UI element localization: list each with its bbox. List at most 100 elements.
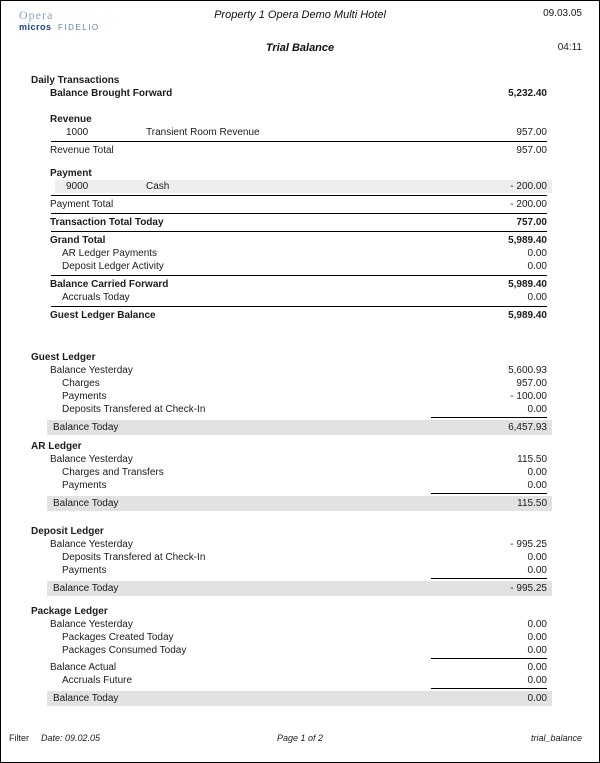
report-row: Revenue Total 957.00 bbox=[31, 144, 552, 157]
divider-line-partial bbox=[431, 688, 547, 689]
report-footer: Filter Date: 09.02.05 Page 1 of 2 trial_… bbox=[1, 733, 599, 746]
divider-line bbox=[51, 306, 547, 307]
amount: 0.00 bbox=[527, 693, 547, 704]
report-row: Deposits Transfered at Check-In 0.00 bbox=[31, 551, 552, 564]
report-row: Balance Today 115.50 bbox=[47, 496, 552, 511]
divider-line-partial bbox=[431, 417, 547, 418]
report-row: Balance Yesterday - 995.25 bbox=[31, 538, 552, 551]
opera-micros-fidelio-logo: Opera micros FIDELIO bbox=[19, 8, 100, 33]
row-label: Payment Total bbox=[50, 199, 114, 210]
report-row: Balance Carried Forward 5,989.40 bbox=[31, 278, 552, 291]
report-row: Packages Created Today 0.00 bbox=[31, 631, 552, 644]
row-label: Balance Today bbox=[53, 583, 119, 594]
report-row: Accruals Today 0.00 bbox=[31, 291, 552, 304]
amount: 115.50 bbox=[517, 454, 547, 465]
row-label: Revenue Total bbox=[50, 145, 114, 156]
amount: 957.00 bbox=[516, 145, 547, 156]
section-label: Daily Transactions bbox=[31, 75, 120, 86]
row-label: Payment bbox=[50, 168, 92, 179]
divider-line bbox=[51, 275, 547, 276]
report-date: 09.03.05 bbox=[543, 8, 582, 19]
spacer bbox=[31, 596, 552, 605]
amount: 0.00 bbox=[527, 248, 547, 259]
transaction-row: 1000 Transient Room Revenue 957.00 bbox=[31, 126, 552, 139]
amount: 0.00 bbox=[527, 565, 547, 576]
amount: 0.00 bbox=[527, 292, 547, 303]
row-label: Balance Today bbox=[53, 693, 119, 704]
spacer bbox=[31, 322, 552, 351]
micros-logo-text: micros bbox=[19, 22, 52, 32]
report-row: Balance Yesterday 5,600.93 bbox=[31, 364, 552, 377]
page-number: Page 1 of 2 bbox=[276, 733, 324, 743]
row-label: Balance Actual bbox=[50, 662, 117, 673]
row-label: Accruals Future bbox=[62, 675, 133, 686]
transaction-description: Cash bbox=[146, 181, 170, 192]
transaction-description: Transient Room Revenue bbox=[146, 127, 260, 138]
amount: 5,989.40 bbox=[508, 279, 547, 290]
row-label: Deposit Ledger Activity bbox=[62, 261, 164, 272]
amount: 5,600.93 bbox=[508, 365, 547, 376]
report-row: Balance Today 0.00 bbox=[47, 691, 552, 706]
amount: 0.00 bbox=[527, 675, 547, 686]
report-row: Packages Consumed Today 0.00 bbox=[31, 644, 552, 657]
report-row: Charges 957.00 bbox=[31, 377, 552, 390]
amount: 0.00 bbox=[527, 480, 547, 491]
section-title: Guest Ledger bbox=[31, 351, 552, 364]
report-row: AR Ledger Payments 0.00 bbox=[31, 247, 552, 260]
section-label: Guest Ledger bbox=[31, 352, 96, 363]
transaction-code: 1000 bbox=[66, 127, 89, 138]
property-title: Property 1 Opera Demo Multi Hotel bbox=[214, 9, 386, 21]
section-label: Deposit Ledger bbox=[31, 526, 104, 537]
section-label: AR Ledger bbox=[31, 441, 82, 452]
amount: 0.00 bbox=[527, 261, 547, 272]
report-row: Deposit Ledger Activity 0.00 bbox=[31, 260, 552, 273]
report-row: Charges and Transfers 0.00 bbox=[31, 466, 552, 479]
report-row: Balance Yesterday 115.50 bbox=[31, 453, 552, 466]
fidelio-logo-text: FIDELIO bbox=[58, 23, 100, 32]
row-label: Balance Brought Forward bbox=[50, 88, 173, 99]
row-label: Accruals Today bbox=[62, 292, 130, 303]
report-row: Balance Brought Forward 5,232.40 bbox=[31, 87, 552, 100]
section-title: Package Ledger bbox=[31, 605, 552, 618]
footer-date: Date: 09.02.05 bbox=[41, 733, 101, 743]
report-row: Payments - 100.00 bbox=[31, 390, 552, 403]
spacer bbox=[31, 100, 552, 113]
micros-fidelio-line: micros FIDELIO bbox=[19, 22, 100, 33]
section-title: AR Ledger bbox=[31, 440, 552, 453]
amount: 0.00 bbox=[527, 662, 547, 673]
row-label: Balance Today bbox=[53, 498, 119, 509]
report-row: Accruals Future 0.00 bbox=[31, 674, 552, 687]
report-row: Grand Total 5,989.40 bbox=[31, 234, 552, 247]
report-time: 04:11 bbox=[557, 42, 582, 53]
spacer bbox=[31, 157, 552, 167]
amount: - 995.25 bbox=[510, 539, 547, 550]
divider-line bbox=[51, 213, 547, 214]
report-row: Payment Total - 200.00 bbox=[31, 198, 552, 211]
row-label: Balance Carried Forward bbox=[50, 279, 169, 290]
row-label: Transaction Total Today bbox=[50, 217, 164, 228]
report-file-name: trial_balance bbox=[530, 733, 582, 743]
divider-line-partial bbox=[431, 493, 547, 494]
report-row: Payments 0.00 bbox=[31, 564, 552, 577]
report-row: Payment bbox=[31, 167, 552, 180]
report-row: Balance Actual 0.00 bbox=[31, 661, 552, 674]
row-label: Packages Created Today bbox=[62, 632, 174, 643]
amount: - 200.00 bbox=[510, 181, 547, 192]
row-label: Balance Yesterday bbox=[50, 539, 133, 550]
divider-line bbox=[51, 141, 547, 142]
amount: 115.50 bbox=[517, 498, 547, 509]
row-label: AR Ledger Payments bbox=[62, 248, 158, 259]
row-label: Revenue bbox=[50, 114, 92, 125]
section-title: Deposit Ledger bbox=[31, 525, 552, 538]
report-row: Guest Ledger Balance 5,989.40 bbox=[31, 309, 552, 322]
amount: 0.00 bbox=[527, 552, 547, 563]
opera-logo-text: Opera bbox=[19, 8, 54, 22]
row-label: Balance Yesterday bbox=[50, 619, 133, 630]
amount: 0.00 bbox=[527, 404, 547, 415]
amount: 757.00 bbox=[516, 217, 547, 228]
amount: - 995.25 bbox=[510, 583, 547, 594]
report-row: Transaction Total Today 757.00 bbox=[31, 216, 552, 229]
divider-line-partial bbox=[431, 578, 547, 579]
transaction-row: 9000 Cash - 200.00 bbox=[55, 180, 552, 193]
report-row: Balance Today 6,457.93 bbox=[47, 420, 552, 435]
